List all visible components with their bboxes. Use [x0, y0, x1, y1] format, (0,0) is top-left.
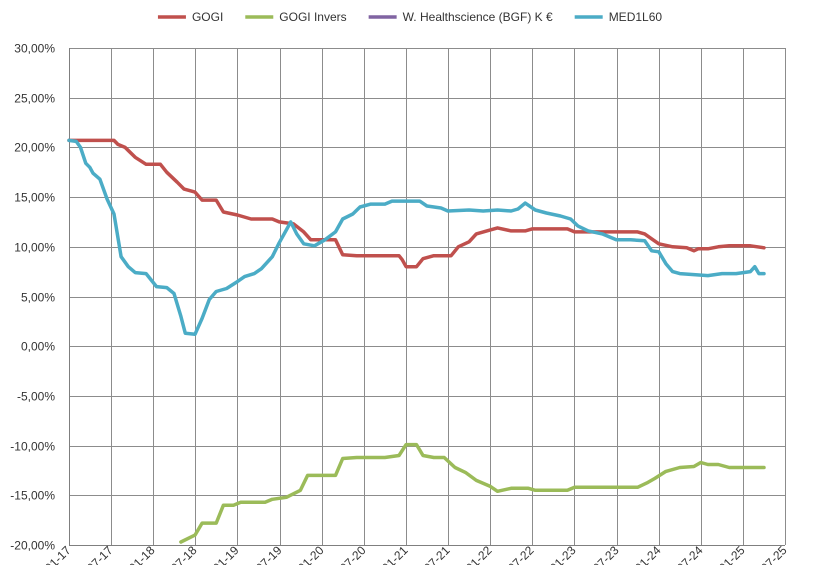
y-tick-labels: 30,00% 25,00% 20,00% 15,00% 10,00% 5,00% 0,00%… [10, 42, 55, 553]
y-tick-label: 5,00% [21, 291, 55, 305]
x-tick-label: 01-07-24 [662, 543, 706, 565]
axes [69, 48, 785, 546]
x-tick-label: 01-01-22 [451, 543, 495, 565]
legend-label-gogi: GOGI [192, 10, 223, 24]
series-lines [67, 138, 766, 544]
y-tick-label: -5,00% [17, 390, 55, 404]
x-tick-labels: 01-01-1701-07-1701-01-1801-07-1801-01-19… [30, 543, 790, 565]
y-tick-label: 15,00% [14, 191, 55, 205]
legend-label-w-healthscience-bgf-k: W. Healthscience (BGF) K € [403, 10, 553, 24]
y-tick-label: -10,00% [10, 440, 55, 454]
legend-label-gogi-invers: GOGI Invers [279, 10, 346, 24]
x-tick-label: 01-07-19 [241, 543, 285, 565]
y-tick-label: 30,00% [14, 42, 55, 56]
x-tick-label: 01-07-25 [746, 543, 790, 565]
series-line-gogi-invers [179, 442, 766, 544]
x-tick-label: 01-01-20 [283, 543, 327, 565]
y-tick-label: -15,00% [10, 489, 55, 503]
y-tick-label: -20,00% [10, 539, 55, 553]
x-tick-label: 01-01-23 [535, 543, 579, 565]
legend: GOGI GOGI Invers W. Healthscience (BGF) K … [157, 10, 663, 24]
x-tick-label: 01-01-18 [114, 543, 158, 565]
x-tick-label: 01-07-23 [578, 543, 622, 565]
x-tick-label: 01-01-25 [704, 543, 748, 565]
x-tick-label: 01-01-21 [367, 543, 411, 565]
legend-label-med1l60: MED1L60 [609, 10, 663, 24]
x-tick-label: 01-07-20 [325, 543, 369, 565]
x-tick-label: 01-07-22 [493, 543, 537, 565]
x-tick-label: 01-07-18 [156, 543, 200, 565]
y-tick-label: 0,00% [21, 340, 55, 354]
y-tick-label: 10,00% [14, 241, 55, 255]
x-tick-label: 01-07-17 [72, 543, 116, 565]
x-tick-label: 01-07-21 [409, 543, 453, 565]
series-line-gogi [67, 138, 766, 269]
x-tick-label: 01-01-19 [198, 543, 242, 565]
x-tick-label: 01-01-24 [620, 543, 664, 565]
y-tick-label: 25,00% [14, 92, 55, 106]
series-line-med1l60 [67, 138, 766, 337]
y-tick-label: 20,00% [14, 141, 55, 155]
